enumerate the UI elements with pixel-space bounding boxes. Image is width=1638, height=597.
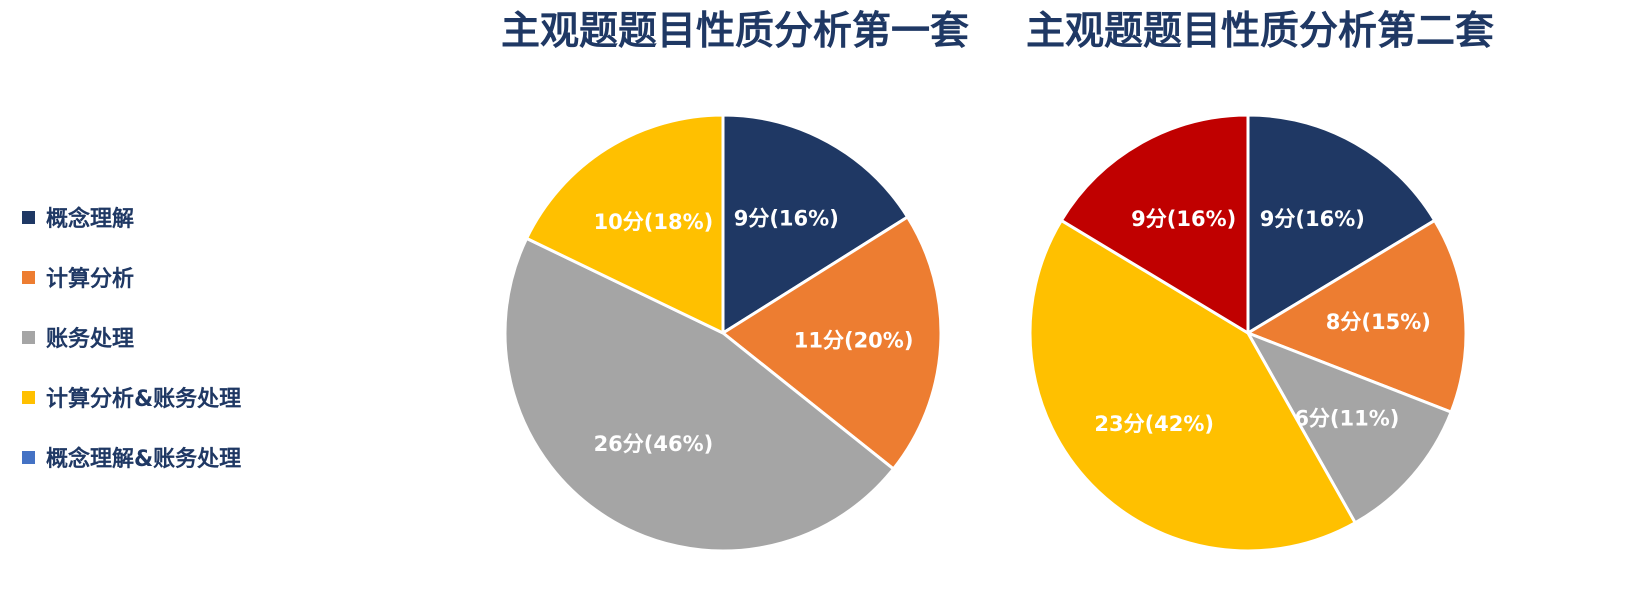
- legend-swatch: [22, 330, 35, 344]
- chart-title-set-2: 主观题题目性质分析第二套: [1025, 9, 1494, 54]
- pie-slice-label: 9分(16%): [1131, 207, 1236, 231]
- legend-item-accounting: 账务处理: [22, 318, 241, 356]
- pie-slice-label: 9分(16%): [1260, 207, 1365, 231]
- legend-label: 概念理解&账务处理: [46, 447, 242, 472]
- legend-item-calc-accounting: 计算分析&账务处理: [22, 378, 241, 416]
- legend-swatch: [22, 270, 35, 284]
- legend-label: 计算分析&账务处理: [46, 387, 242, 412]
- legend-item-calculation: 计算分析: [22, 258, 241, 296]
- legend-item-concept-accounting: 概念理解&账务处理: [22, 438, 241, 476]
- pie-slice: [1244, 218, 1468, 415]
- pie-slice: [721, 113, 910, 336]
- pie-slice: [503, 236, 896, 553]
- legend-label: 概念理解: [46, 207, 135, 232]
- legend-item-concept: 概念理解: [22, 198, 241, 236]
- legend-label: 计算分析: [46, 267, 135, 292]
- pie-slice: [1246, 113, 1437, 336]
- legend-swatch: [22, 390, 35, 404]
- pie-slice: [1028, 218, 1358, 553]
- legend: 概念理解 计算分析 账务处理 计算分析&账务处理 概念理解&账务处理: [22, 198, 241, 498]
- pie-slice: [1244, 330, 1454, 525]
- legend-label: 账务处理: [46, 327, 135, 352]
- pie-slice-label: 8分(15%): [1326, 310, 1431, 334]
- pie-chart-2: 9分(16%) 8分(15%) 6分(11%) 23分(42%) 9分(16%): [1028, 113, 1468, 553]
- pie-chart-1: 9分(16%) 11分(20%) 26分(46%) 10分(18%): [503, 113, 943, 553]
- pie-slice-label: 9分(16%): [734, 207, 839, 231]
- chart-title-set-1: 主观题题目性质分析第一套: [500, 9, 969, 54]
- pie-slice-label: 23分(42%): [1094, 412, 1214, 436]
- pie-slice: [720, 214, 943, 472]
- legend-swatch: [22, 450, 35, 464]
- pie-slice-label: 26分(46%): [594, 432, 714, 456]
- pie-slice: [524, 113, 725, 336]
- pie-slice: [1059, 113, 1250, 336]
- pie-slice-label: 11分(20%): [794, 328, 914, 352]
- legend-swatch: [22, 210, 35, 224]
- pie-slice-label: 6分(11%): [1294, 407, 1399, 431]
- pie-slice-label: 10分(18%): [594, 210, 714, 234]
